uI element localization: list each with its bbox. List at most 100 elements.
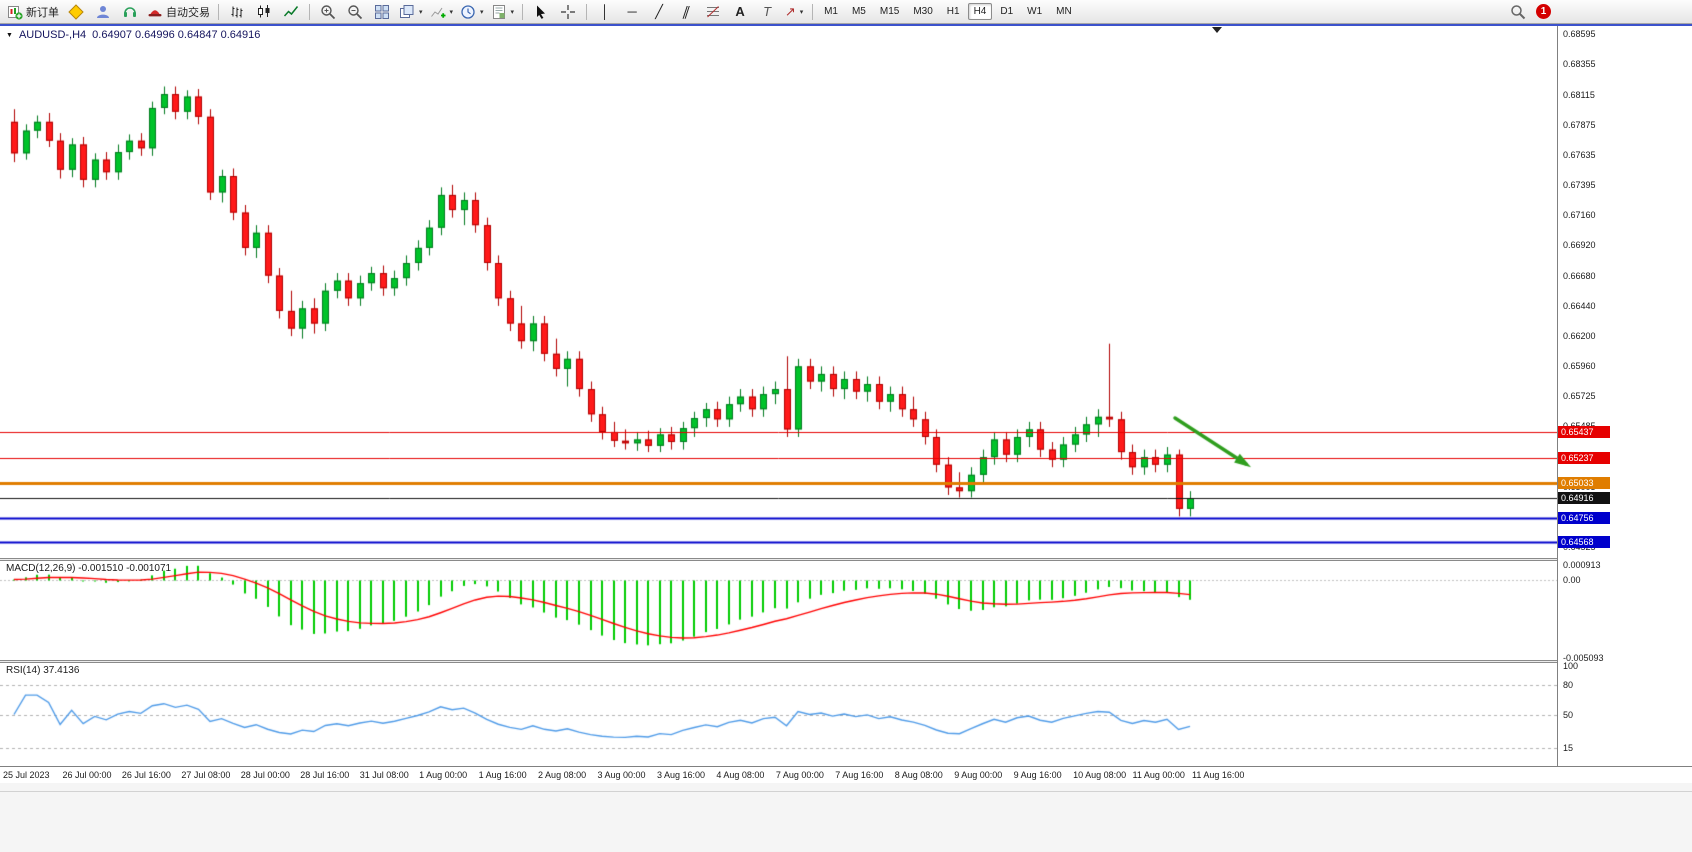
fibonacci-tool-button[interactable]: [700, 2, 726, 22]
time-tick-label: 27 Jul 08:00: [181, 770, 231, 780]
time-tick-label: 4 Aug 08:00: [716, 770, 765, 780]
time-tick-label: 8 Aug 08:00: [894, 770, 943, 780]
channel-icon: ∥: [680, 3, 692, 19]
shapes-caret-icon: ▾: [799, 8, 804, 16]
rsi-canvas[interactable]: [0, 663, 1557, 766]
panel-divider[interactable]: [0, 558, 1692, 561]
time-tick-label: 28 Jul 16:00: [300, 770, 350, 780]
chart-shift-marker-icon[interactable]: [1212, 27, 1222, 33]
time-tick-label: 11 Aug 16:00: [1192, 770, 1245, 780]
toolbar-separator: [309, 3, 310, 20]
autotrading-button[interactable]: 自动交易: [144, 2, 213, 22]
price-tick-label: 0.65960: [1563, 361, 1596, 372]
vertical-line-tool-button[interactable]: │: [592, 2, 618, 22]
bar-chart-button[interactable]: [224, 2, 250, 22]
line-chart-button[interactable]: [278, 2, 304, 22]
cascade-windows-button[interactable]: ▾: [396, 2, 426, 22]
indicators-icon: [430, 7, 446, 18]
tile-windows-icon: [375, 4, 389, 19]
market-button[interactable]: [117, 2, 143, 22]
trendline-icon: ╱: [655, 3, 663, 19]
search-icon: [1511, 4, 1526, 19]
timeframe-button-m5[interactable]: M5: [851, 6, 866, 17]
price-tick-label: 0.66440: [1563, 300, 1596, 311]
channel-tool-button[interactable]: ∥: [673, 2, 699, 22]
toolbar-separator: [522, 3, 524, 20]
label-tool-icon: T: [763, 3, 772, 19]
text-tool-button[interactable]: A: [727, 2, 753, 22]
horizontal-line-tool-button[interactable]: ─: [619, 2, 645, 22]
cursor-button[interactable]: [528, 2, 554, 22]
price-tick-label: 0.67635: [1563, 150, 1596, 161]
templates-button[interactable]: ▾: [488, 2, 518, 22]
rsi-tick-label: 80: [1563, 680, 1574, 691]
zoom-out-button[interactable]: [342, 2, 368, 22]
time-axis[interactable]: 25 Jul 2023 26 Jul 00:00 26 Jul 16:00 27 Ju…: [0, 766, 1692, 783]
axis-border: [1557, 26, 1558, 766]
time-tick-label: 2 Aug 08:00: [538, 770, 587, 780]
new-order-button[interactable]: 新订单: [4, 2, 62, 22]
zoom-in-icon: [321, 4, 336, 19]
price-tick-label: 0.68115: [1563, 89, 1595, 100]
macd-canvas[interactable]: [0, 561, 1557, 660]
macd-tick-label: 0.00: [1563, 574, 1581, 585]
search-button[interactable]: [1505, 2, 1531, 22]
time-tick-label: 7 Aug 00:00: [775, 770, 824, 780]
timeframe-button-h4[interactable]: H4: [967, 3, 993, 20]
metaeditor-icon: [68, 3, 84, 20]
panel-divider[interactable]: [0, 660, 1692, 663]
vertical-line-icon: │: [601, 3, 610, 19]
chart-menu-triangle-icon[interactable]: ▼: [6, 31, 13, 39]
time-tick-label: 31 Jul 08:00: [359, 770, 409, 780]
notification-badge[interactable]: 1: [1536, 4, 1551, 19]
price-axis[interactable]: 0.68595 0.68355 0.68115 0.67875 0.67635 0.673…: [1558, 26, 1692, 766]
macd-tick-label: -0.005093: [1563, 653, 1604, 664]
toolbar-separator: [218, 3, 219, 20]
price-level-tag: 0.65437: [1558, 426, 1610, 439]
cursor-icon: [537, 5, 546, 19]
chart-ohlc-values: 0.64907 0.64996 0.64847 0.64916: [92, 29, 261, 41]
price-tick-label: 0.67160: [1563, 210, 1596, 221]
candlestick-chart-icon: [258, 4, 270, 17]
price-tick-label: 0.67395: [1563, 180, 1596, 191]
indicators-caret-icon: ▾: [449, 8, 454, 16]
new-order-icon: [8, 5, 23, 20]
candlestick-chart-button[interactable]: [251, 2, 277, 22]
profile-button[interactable]: [90, 2, 116, 22]
periods-button[interactable]: ▾: [457, 2, 487, 22]
price-tick-label: 0.68355: [1563, 59, 1596, 70]
crosshair-button[interactable]: [555, 2, 581, 22]
timeframe-button-m30[interactable]: M30: [913, 6, 933, 17]
price-level-tag: 0.64756: [1558, 512, 1610, 525]
time-tick-label: 3 Aug 00:00: [597, 770, 646, 780]
timeframe-button-mn[interactable]: MN: [1056, 6, 1072, 17]
timeframe-button-w1[interactable]: W1: [1027, 6, 1043, 17]
indicators-button[interactable]: ▾: [427, 2, 457, 22]
zoom-in-button[interactable]: [315, 2, 341, 22]
timeframe-button-h1[interactable]: H1: [946, 6, 960, 17]
rsi-tick-label: 15: [1563, 743, 1574, 754]
chart-title: ▼ AUDUSD-,H4 0.64907 0.64996 0.64847 0.6…: [6, 29, 260, 41]
price-level-tag: 0.65033: [1558, 477, 1610, 490]
price-chart-canvas[interactable]: [0, 26, 1557, 558]
timeframe-button-m1[interactable]: M1: [824, 6, 838, 17]
tile-windows-button[interactable]: [369, 2, 395, 22]
shapes-tool-button[interactable]: ↗ ▾: [781, 2, 807, 22]
time-tick-label: 1 Aug 00:00: [419, 770, 468, 780]
clock-icon: [461, 4, 475, 19]
metaeditor-button[interactable]: [63, 2, 89, 22]
price-tick-label: 0.66920: [1563, 240, 1596, 251]
label-tool-button[interactable]: T: [754, 2, 780, 22]
price-tick-label: 0.66680: [1563, 270, 1596, 281]
trendline-tool-button[interactable]: ╱: [646, 2, 672, 22]
bar-chart-icon: [231, 6, 243, 17]
time-tick-label: 26 Jul 00:00: [62, 770, 112, 780]
crosshair-icon: [561, 4, 576, 19]
time-tick-label: 26 Jul 16:00: [121, 770, 171, 780]
price-level-tag: 0.64916: [1558, 491, 1610, 504]
line-chart-icon: [283, 5, 299, 16]
new-order-label: 新订单: [26, 6, 59, 19]
timeframe-button-d1[interactable]: D1: [1000, 6, 1014, 17]
timeframe-button-m15[interactable]: M15: [879, 6, 900, 17]
price-chart-panel: [0, 26, 1557, 558]
